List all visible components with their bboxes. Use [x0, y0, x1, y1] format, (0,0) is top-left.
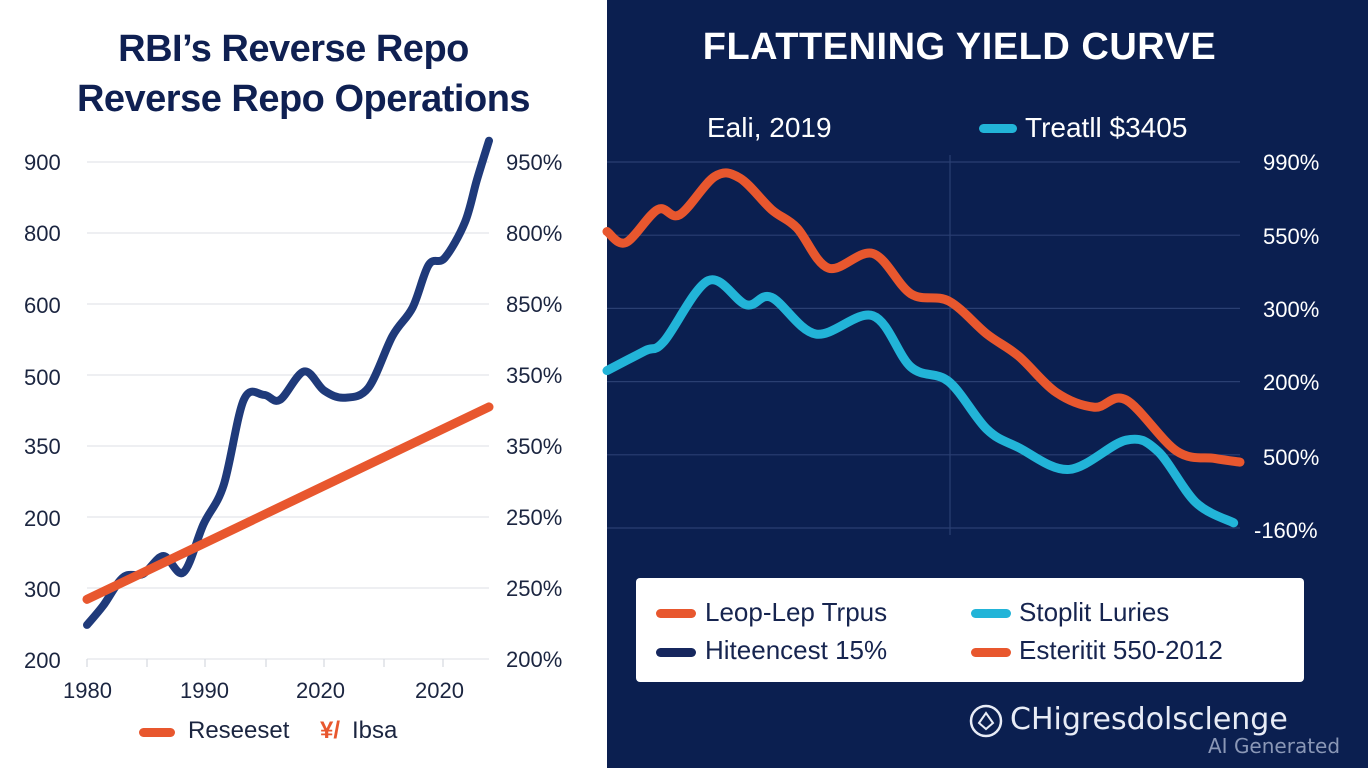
left-x-tick: 2020	[415, 678, 464, 703]
legend-swatch-orange	[971, 648, 1011, 657]
left-chart-plot	[82, 136, 494, 667]
series-line-cyan	[602, 275, 1239, 528]
right-top-legend-label: Treatll $3405	[1025, 112, 1188, 143]
left-y-tick: 500	[24, 365, 61, 390]
left-x-tick: 1990	[180, 678, 229, 703]
right-y-tick: 550%	[1263, 224, 1320, 249]
left-y2-tick: 250%	[506, 576, 563, 601]
right-y-tick: 200%	[1263, 370, 1320, 395]
left-y2-tick: 950%	[506, 150, 563, 175]
series-line-orange	[602, 168, 1245, 467]
left-y2-tick: 200%	[506, 647, 563, 672]
ai-generated-watermark: AI Generated	[1208, 734, 1341, 758]
right-y-tick: -160%	[1254, 518, 1318, 543]
right-y-tick: 300%	[1263, 297, 1320, 322]
brand-logo-icon	[969, 704, 1003, 738]
legend-swatch-cyan	[971, 609, 1011, 618]
left-x-tick: 1980	[63, 678, 112, 703]
right-legend-label: Hiteencest 15%	[705, 635, 888, 665]
legend-glyph-icon: ¥/	[320, 717, 341, 744]
legend-swatch-orange	[139, 728, 175, 737]
legend-swatch-navy	[656, 648, 696, 657]
legend-swatch-cyan	[979, 124, 1017, 133]
left-legend-label: Ibsa	[352, 717, 398, 744]
right-legend-label: Stoplit Luries	[1019, 597, 1170, 627]
right-y-tick: 500%	[1263, 445, 1320, 470]
left-chart-title-line1: RBI’s Reverse Repo	[118, 28, 469, 70]
left-chart-title-line2: Reverse Repo Operations	[76, 78, 531, 120]
left-y-tick: 900	[24, 150, 61, 175]
left-y2-tick: 350%	[506, 434, 563, 459]
right-chart-subtitle: Eali, 2019	[707, 112, 832, 143]
right-chart-title: FLATTENING YIELD CURVE	[702, 26, 1217, 68]
left-y-tick: 350	[24, 434, 61, 459]
left-y-tick: 600	[24, 293, 61, 318]
trend-line-orange	[82, 402, 494, 604]
right-y-tick: 990%	[1263, 150, 1320, 175]
left-y-tick: 200	[24, 506, 61, 531]
left-legend-label: Reseeset	[188, 717, 290, 744]
left-y2-tick: 250%	[506, 505, 563, 530]
left-x-tick: 2020	[296, 678, 345, 703]
legend-swatch-orange	[656, 609, 696, 618]
left-y2-tick: 350%	[506, 363, 563, 388]
left-chart-panel	[0, 0, 607, 768]
right-legend-label: Esteritit 550-2012	[1019, 635, 1223, 665]
right-legend-label: Leop-Lep Trpus	[705, 597, 888, 627]
brand-name: CHigresdolsclenge	[1010, 702, 1288, 737]
right-legend-box	[636, 578, 1304, 682]
left-y-tick: 200	[24, 648, 61, 673]
left-y2-tick: 850%	[506, 292, 563, 317]
left-y-tick: 300	[24, 577, 61, 602]
left-y2-tick: 800%	[506, 221, 563, 246]
left-y-tick: 800	[24, 221, 61, 246]
